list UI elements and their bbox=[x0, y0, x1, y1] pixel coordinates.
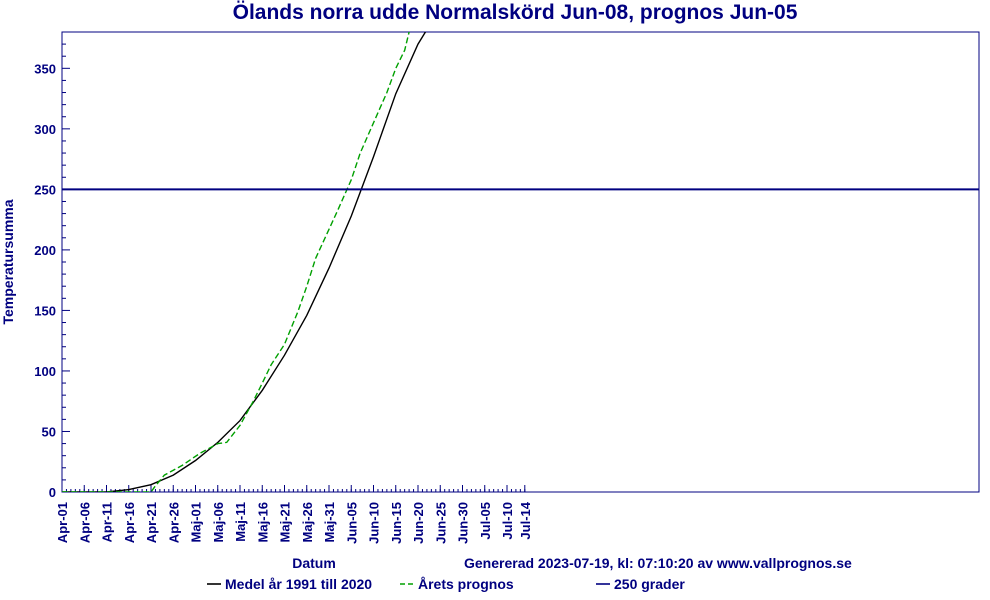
x-tick-label: Apr-06 bbox=[77, 502, 92, 543]
y-tick-label: 200 bbox=[34, 243, 56, 258]
x-tick-label: Jun-15 bbox=[389, 502, 404, 544]
x-tick-label: Maj-26 bbox=[300, 502, 315, 542]
generated-note: Genererad 2023-07-19, kl: 07:10:20 av ww… bbox=[464, 555, 852, 571]
x-tick-label: Jul-05 bbox=[478, 502, 493, 540]
x-tick-label: Maj-11 bbox=[233, 502, 248, 542]
x-tick-label: Jun-25 bbox=[433, 502, 448, 544]
x-tick-label: Jun-10 bbox=[367, 502, 382, 544]
x-tick-label: Apr-21 bbox=[144, 502, 159, 543]
plot-frame bbox=[61, 31, 980, 493]
legend-entry-average-label: Medel år 1991 till 2020 bbox=[225, 576, 372, 592]
x-tick-label: Jun-30 bbox=[456, 502, 471, 544]
y-tick-label: 250 bbox=[34, 182, 56, 197]
legend-entry-threshold-label: 250 grader bbox=[614, 576, 685, 592]
y-axis-title: Temperatursumma bbox=[0, 199, 16, 324]
x-tick-label: Jul-14 bbox=[518, 501, 533, 539]
legend-entry-forecast-label: Årets prognos bbox=[418, 576, 514, 592]
x-tick-label: Apr-16 bbox=[122, 502, 137, 543]
x-tick-label: Jun-20 bbox=[411, 502, 426, 544]
x-axis: Apr-01 Apr-06 Apr-11 Apr-16 Apr-21 Apr-26 Maj-… bbox=[55, 485, 533, 544]
y-tick-label: 350 bbox=[34, 61, 56, 76]
x-tick-label: Apr-01 bbox=[55, 502, 70, 543]
y-tick-label: 150 bbox=[34, 303, 56, 318]
y-tick-label: 0 bbox=[49, 485, 56, 500]
x-tick-label: Maj-31 bbox=[322, 502, 337, 542]
average-series-line bbox=[62, 32, 427, 492]
y-tick-label: 100 bbox=[34, 364, 56, 379]
x-tick-label: Maj-16 bbox=[255, 502, 270, 542]
x-tick-label: Apr-26 bbox=[166, 502, 181, 543]
x-axis-title: Datum bbox=[292, 555, 336, 571]
y-axis-title-group: Temperatursumma bbox=[0, 199, 16, 324]
x-tick-label: Apr-11 bbox=[100, 502, 115, 542]
forecast-series-line bbox=[62, 32, 410, 492]
x-tick-label: Jun-05 bbox=[344, 502, 359, 544]
x-tick-label: Maj-01 bbox=[189, 502, 204, 542]
x-tick-label: Maj-21 bbox=[278, 502, 293, 542]
x-tick-label: Jul-10 bbox=[500, 502, 515, 540]
y-tick-label: 300 bbox=[34, 122, 56, 137]
y-axis: 0 50 100 150 200 250 300 350 bbox=[34, 31, 70, 500]
chart-title: Ölands norra udde Normalskörd Jun-08, pr… bbox=[233, 1, 798, 24]
y-tick-label: 50 bbox=[42, 424, 56, 439]
series-layer bbox=[62, 32, 979, 492]
x-tick-label: Maj-06 bbox=[211, 502, 226, 542]
legend: Medel år 1991 till 2020 Årets prognos 250 … bbox=[207, 576, 685, 592]
